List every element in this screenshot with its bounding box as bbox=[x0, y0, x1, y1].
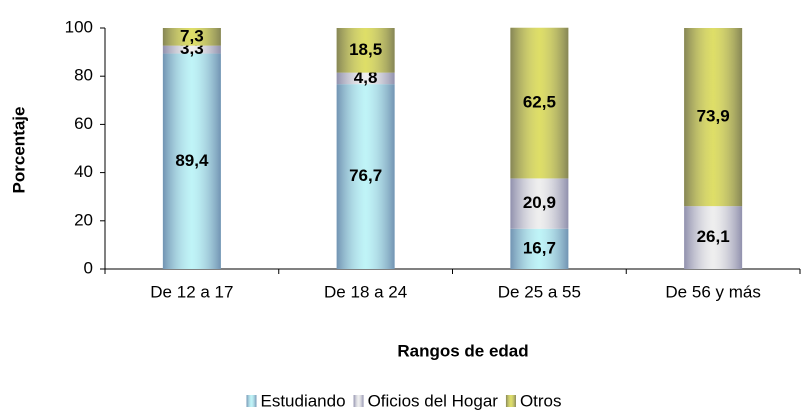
y-axis-title: Porcentaje bbox=[9, 107, 28, 194]
bar-shine bbox=[510, 228, 569, 269]
bar-shine bbox=[336, 84, 395, 269]
y-tick-label: 80 bbox=[74, 66, 93, 85]
bar-shine bbox=[336, 28, 395, 73]
x-tick-label: De 12 a 17 bbox=[150, 282, 233, 301]
y-tick-label: 40 bbox=[74, 162, 93, 181]
bar-shine bbox=[162, 28, 221, 46]
data-label: 20,9 bbox=[523, 193, 556, 212]
bar-shine bbox=[162, 45, 221, 54]
x-tick-label: De 25 a 55 bbox=[498, 282, 581, 301]
y-tick-label: 20 bbox=[74, 210, 93, 229]
data-label: 18,5 bbox=[349, 40, 382, 59]
bar-shine bbox=[684, 206, 743, 269]
data-label: 26,1 bbox=[697, 227, 730, 246]
bar-shine bbox=[510, 27, 569, 179]
data-label: 7,3 bbox=[180, 26, 204, 45]
bar-shine bbox=[162, 53, 221, 269]
y-tick-label: 100 bbox=[65, 17, 93, 36]
y-tick-label: 60 bbox=[74, 114, 93, 133]
legend-label: Estudiando bbox=[260, 391, 345, 410]
y-tick-label: 0 bbox=[84, 258, 93, 277]
bar-shine bbox=[684, 28, 743, 207]
data-label: 16,7 bbox=[523, 238, 556, 257]
data-label: 73,9 bbox=[697, 107, 730, 126]
bar-shine bbox=[336, 72, 395, 85]
data-label: 62,5 bbox=[523, 93, 556, 112]
x-tick-label: De 18 a 24 bbox=[324, 282, 407, 301]
legend-label: Otros bbox=[520, 391, 562, 410]
legend-swatch-shine bbox=[505, 395, 516, 407]
x-tick-label: De 56 y más bbox=[665, 282, 760, 301]
data-label: 89,4 bbox=[175, 151, 209, 170]
legend-swatch-shine bbox=[353, 395, 364, 407]
data-label: 76,7 bbox=[349, 166, 382, 185]
data-label: 4,8 bbox=[354, 68, 378, 87]
legend-label: Oficios del Hogar bbox=[368, 391, 499, 410]
bar-shine bbox=[510, 178, 569, 229]
legend-swatch-shine bbox=[246, 395, 257, 407]
x-axis-title: Rangos de edad bbox=[397, 341, 528, 360]
